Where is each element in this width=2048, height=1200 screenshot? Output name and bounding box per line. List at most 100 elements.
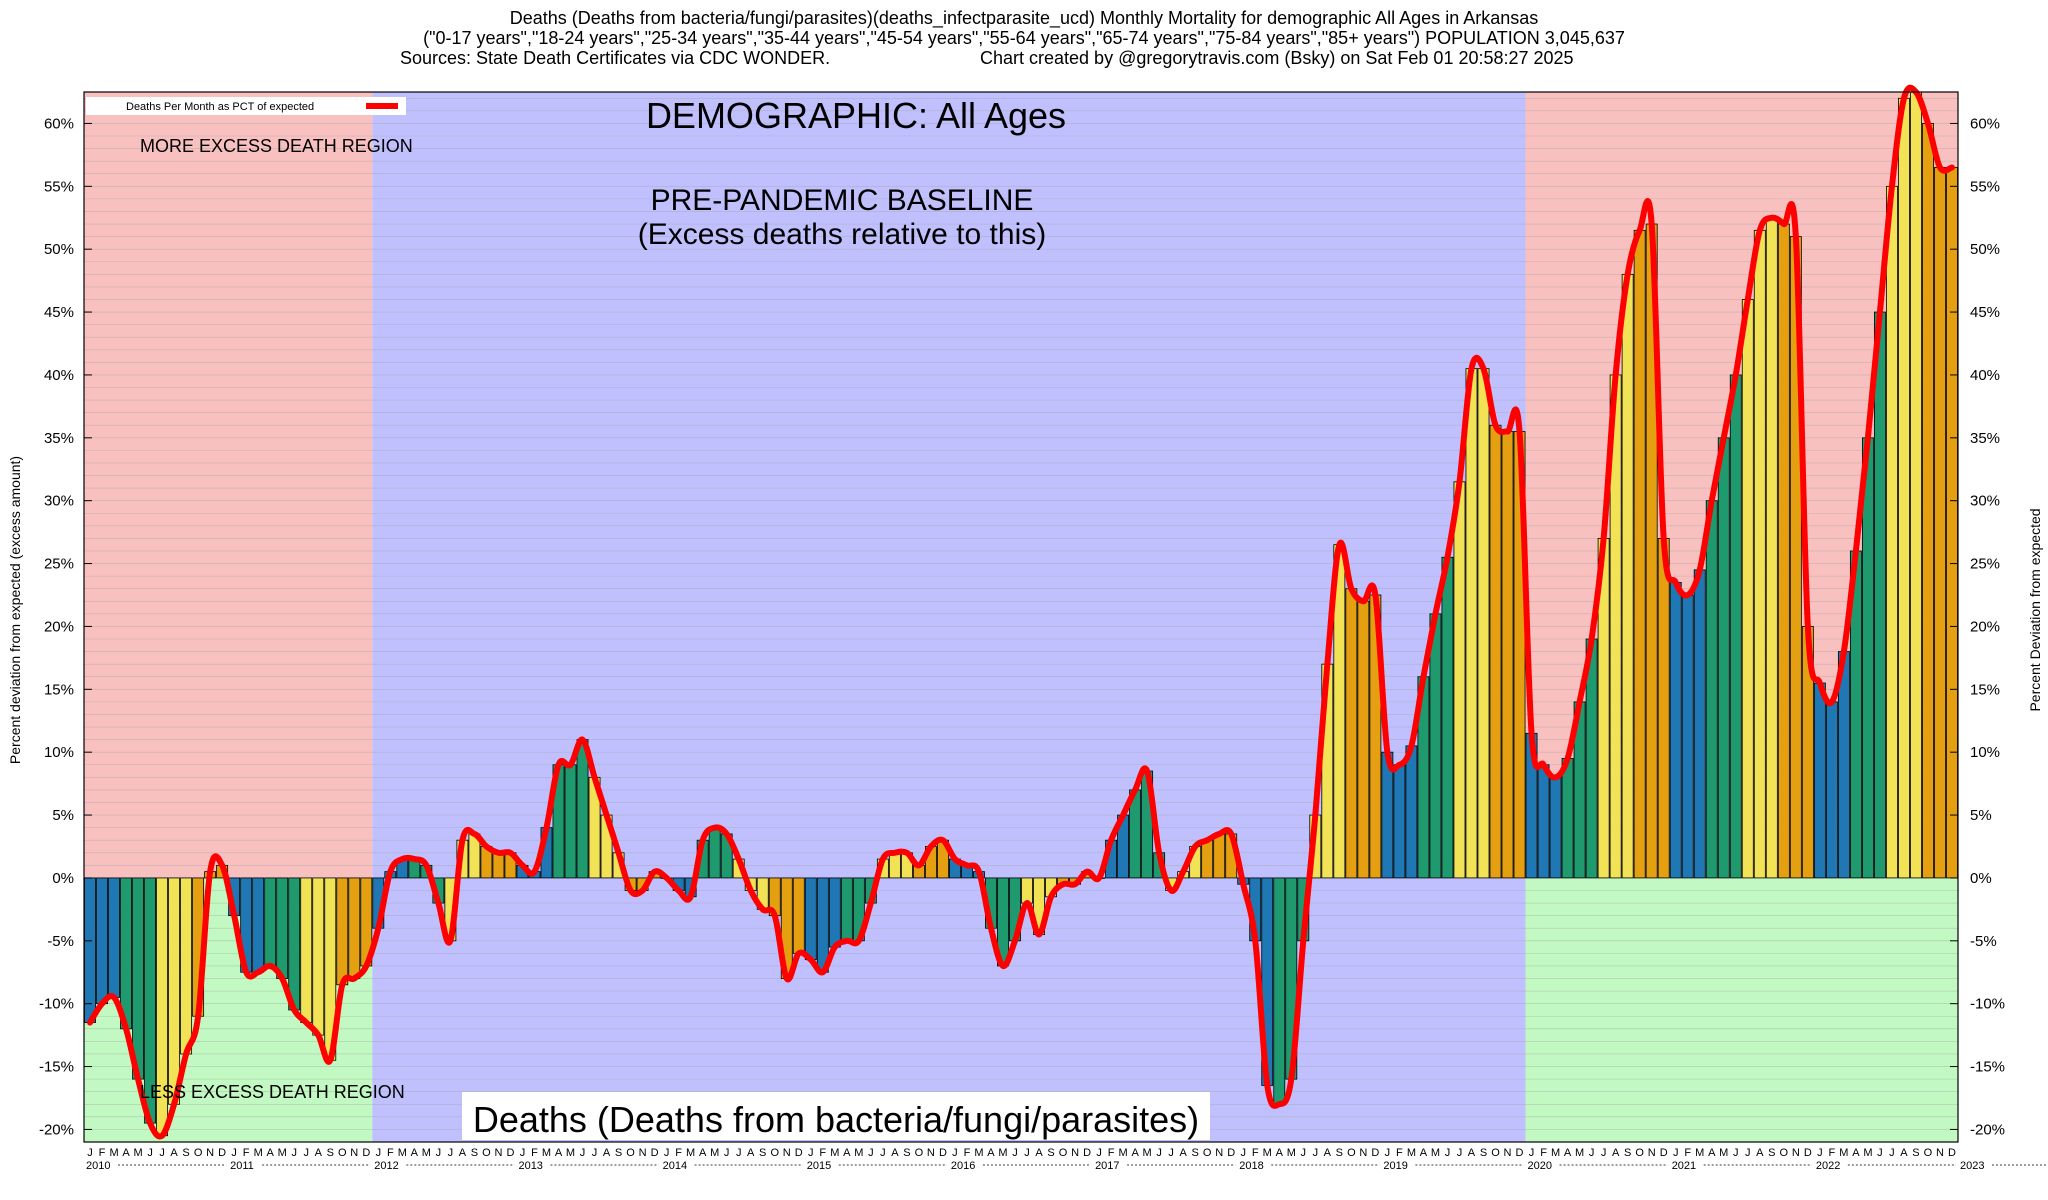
x-month-label: A [1035, 1147, 1043, 1159]
x-year-label: 2014 [663, 1160, 687, 1172]
y-tick-label-left: -10% [39, 996, 74, 1013]
x-month-label: A [603, 1147, 611, 1159]
bar [108, 877, 120, 998]
bar [1693, 569, 1706, 879]
x-month-label: J [664, 1147, 670, 1159]
x-month-label: J [1673, 1147, 1679, 1159]
x-month-label: J [736, 1147, 742, 1159]
bar [1861, 437, 1874, 879]
x-month-label: M [1719, 1147, 1728, 1159]
y-tick-label-left: 5% [52, 807, 74, 824]
bar [1934, 167, 1946, 879]
x-month-label: A [1852, 1147, 1860, 1159]
bar [1910, 91, 1922, 879]
x-month-label: O [1347, 1147, 1356, 1159]
x-month-label: A [1564, 1147, 1572, 1159]
x-month-label: F [531, 1147, 538, 1159]
bar [168, 877, 181, 1105]
bar [1273, 877, 1286, 1105]
x-month-label: J [724, 1147, 730, 1159]
x-month-label: O [338, 1147, 347, 1159]
y-tick-label-left: 50% [44, 241, 74, 258]
x-year-label: 2023 [1960, 1160, 1984, 1172]
x-year-label: 2018 [1239, 1160, 1263, 1172]
x-month-label: M [1143, 1147, 1152, 1159]
bar [1705, 500, 1718, 879]
bar [1453, 481, 1466, 879]
y-tick-label-right: -20% [1970, 1121, 2005, 1138]
x-month-label: S [903, 1147, 910, 1159]
x-month-label: J [1024, 1147, 1030, 1159]
bar [1765, 217, 1778, 879]
less-region-label: LESS EXCESS DEATH REGION [140, 1082, 405, 1102]
y-tick-label-right: -15% [1970, 1059, 2005, 1076]
bar [1213, 833, 1226, 879]
line-group [87, 84, 1955, 1140]
y-tick-label-left: 45% [44, 304, 74, 321]
bar [264, 877, 277, 967]
x-month-label: A [699, 1147, 707, 1159]
baseline-label-1: PRE-PANDEMIC BASELINE [651, 184, 1034, 217]
x-year-label: 2016 [951, 1160, 975, 1172]
x-year-label: 2013 [518, 1160, 542, 1172]
bottom-label: Deaths (Deaths from bacteria/fungi/paras… [473, 1099, 1199, 1140]
title-line-3-credit: Chart created by @gregorytravis.com (Bsk… [980, 48, 1574, 68]
y-tick-label-right: 30% [1970, 493, 2000, 510]
x-month-label: J [1301, 1147, 1307, 1159]
legend: Deaths Per Month as PCT of expected [86, 97, 406, 115]
x-month-label: J [147, 1147, 153, 1159]
x-year-label: 2017 [1095, 1160, 1119, 1172]
x-month-label: O [1203, 1147, 1212, 1159]
more-excess-region-left [84, 92, 373, 878]
x-month-label: M [398, 1147, 407, 1159]
x-month-label: D [1804, 1147, 1812, 1159]
x-month-label: M [1839, 1147, 1848, 1159]
x-month-label: J [291, 1147, 297, 1159]
x-month-label: J [1156, 1147, 1162, 1159]
axes: -20% -20% -15% -15% -10% -10% -5% -5% 0% 0% 5% 5% 10… [39, 91, 2048, 1172]
more-region-label: MORE EXCESS DEATH REGION [140, 136, 413, 156]
y-tick-label-right: 35% [1970, 430, 2000, 447]
y-tick-label-left: 0% [52, 870, 74, 887]
x-month-label: S [1768, 1147, 1775, 1159]
y-tick-label-left: 25% [44, 556, 74, 573]
x-month-label: J [1096, 1147, 1102, 1159]
x-month-label: J [952, 1147, 958, 1159]
x-month-label: M [278, 1147, 287, 1159]
x-month-label: F [1828, 1147, 1835, 1159]
x-month-label: M [1431, 1147, 1440, 1159]
x-month-label: F [387, 1147, 394, 1159]
bar [120, 877, 132, 1030]
x-month-label: S [182, 1147, 189, 1159]
y-tick-label-left: 40% [44, 367, 74, 384]
x-month-label: F [1108, 1147, 1115, 1159]
x-month-label: J [1529, 1147, 1535, 1159]
x-month-label: A [1276, 1147, 1284, 1159]
bar [1501, 431, 1514, 879]
bar [1405, 745, 1418, 879]
x-month-label: S [615, 1147, 622, 1159]
x-month-label: M [1263, 1147, 1272, 1159]
x-month-label: A [1468, 1147, 1476, 1159]
bar [1201, 839, 1214, 879]
bar [1657, 538, 1670, 879]
x-month-label: J [1745, 1147, 1751, 1159]
x-month-label: A [1131, 1147, 1139, 1159]
bar [1717, 437, 1730, 879]
x-year-label: 2022 [1816, 1160, 1840, 1172]
title-line-1: Deaths (Deaths from bacteria/fungi/paras… [510, 8, 1539, 29]
x-month-label: M [854, 1147, 863, 1159]
x-month-label: J [87, 1147, 93, 1159]
x-month-label: M [1407, 1147, 1416, 1159]
bar [1441, 556, 1454, 879]
x-month-label: F [243, 1147, 250, 1159]
bar [1825, 701, 1838, 879]
x-month-label: M [133, 1147, 142, 1159]
plot-frame [83, 91, 1959, 1143]
x-month-label: N [783, 1147, 791, 1159]
x-month-label: A [122, 1147, 130, 1159]
y-tick-label-left: 15% [44, 681, 74, 698]
x-month-label: J [1385, 1147, 1391, 1159]
y-axis-label-left: Percent deviation from expected (excess … [7, 456, 23, 764]
